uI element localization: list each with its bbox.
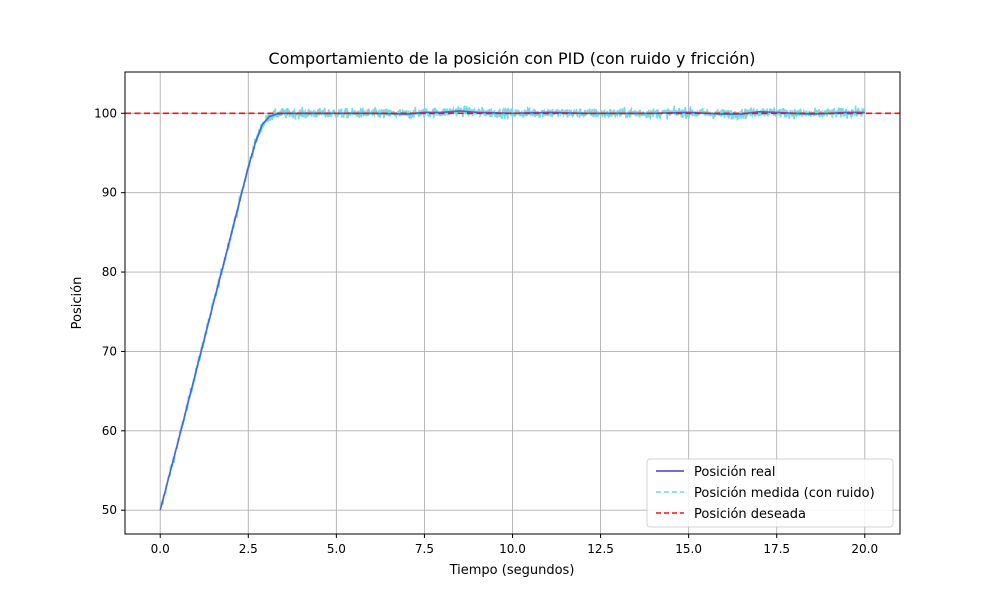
y-axis-label: Posición <box>70 277 85 330</box>
legend-box <box>646 458 894 528</box>
chart-title: Comportamiento de la posición con PID (c… <box>269 49 756 68</box>
y-tick-label: 80 <box>102 265 117 279</box>
y-tick-label: 70 <box>102 344 117 358</box>
x-tick-label: 7.5 <box>415 542 434 556</box>
x-tick-label: 5.0 <box>327 542 346 556</box>
y-tick-label: 90 <box>102 186 117 200</box>
y-tick-label: 50 <box>102 503 117 517</box>
legend-label-measured: Posición medida (con ruido) <box>694 486 875 501</box>
y-tick-label: 60 <box>102 424 117 438</box>
x-tick-label: 0.0 <box>151 542 170 556</box>
y-ticks: 50 60 70 80 90 100 <box>94 106 125 517</box>
series-real-line <box>159 110 865 511</box>
legend: Posición real Posición medida (con ruido… <box>646 458 894 528</box>
x-tick-label: 12.5 <box>587 542 614 556</box>
x-tick-label: 2.5 <box>239 542 258 556</box>
x-axis-label: Tiempo (segundos) <box>449 563 575 578</box>
x-tick-label: 15.0 <box>675 542 702 556</box>
x-tick-label: 17.5 <box>763 542 790 556</box>
series-layer <box>125 105 900 511</box>
x-tick-label: 10.0 <box>499 542 526 556</box>
y-tick-label: 100 <box>94 106 117 120</box>
x-tick-label: 20.0 <box>851 542 878 556</box>
series-measured-line <box>159 105 866 509</box>
x-ticks: 0.0 2.5 5.0 7.5 10.0 12.5 15.0 17.5 20.0 <box>151 534 878 556</box>
legend-label-real: Posición real <box>694 465 775 480</box>
legend-label-desired: Posición deseada <box>694 507 806 522</box>
